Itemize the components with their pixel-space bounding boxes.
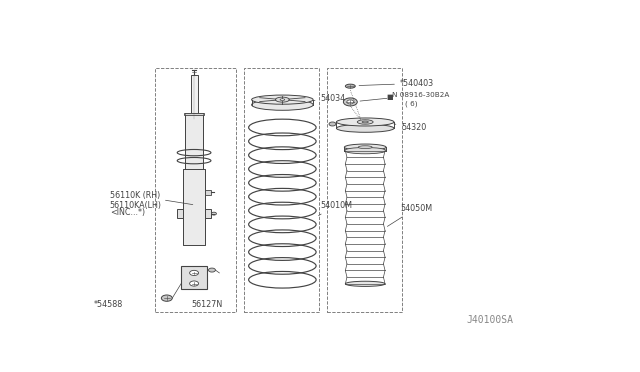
FancyBboxPatch shape — [177, 209, 183, 218]
Text: N 08916-30B2A: N 08916-30B2A — [360, 92, 450, 101]
Ellipse shape — [346, 281, 385, 286]
Circle shape — [211, 212, 216, 215]
Text: 54050M: 54050M — [387, 204, 432, 227]
Text: <INC...*): <INC...*) — [110, 208, 145, 217]
Text: 56110K (RH): 56110K (RH) — [110, 191, 193, 205]
Ellipse shape — [346, 84, 355, 88]
FancyBboxPatch shape — [205, 190, 211, 195]
FancyBboxPatch shape — [185, 113, 203, 169]
Circle shape — [344, 98, 357, 106]
Circle shape — [189, 270, 198, 276]
Ellipse shape — [275, 97, 289, 102]
Ellipse shape — [344, 147, 386, 154]
Circle shape — [329, 122, 336, 126]
Circle shape — [209, 268, 216, 272]
Text: *540403: *540403 — [359, 79, 434, 88]
Ellipse shape — [337, 118, 394, 126]
FancyBboxPatch shape — [184, 112, 205, 115]
Ellipse shape — [337, 124, 394, 132]
Circle shape — [347, 100, 354, 104]
Circle shape — [161, 295, 172, 301]
Text: 56127N: 56127N — [191, 300, 223, 309]
Text: ■: ■ — [386, 94, 393, 100]
Ellipse shape — [252, 99, 313, 110]
Text: 54034: 54034 — [313, 94, 346, 103]
Ellipse shape — [357, 120, 373, 124]
FancyBboxPatch shape — [181, 266, 207, 289]
Text: 56110KA(LH): 56110KA(LH) — [110, 201, 162, 209]
FancyBboxPatch shape — [183, 169, 205, 245]
Ellipse shape — [362, 121, 369, 123]
Ellipse shape — [280, 99, 285, 100]
Ellipse shape — [252, 95, 313, 104]
FancyBboxPatch shape — [205, 209, 211, 218]
Text: *54588: *54588 — [94, 300, 123, 309]
Text: ( 6): ( 6) — [405, 101, 417, 107]
Text: 54320: 54320 — [394, 123, 427, 132]
Text: J40100SA: J40100SA — [467, 315, 514, 325]
Text: 54010M: 54010M — [319, 201, 353, 215]
Circle shape — [189, 281, 198, 286]
Ellipse shape — [344, 144, 386, 150]
Ellipse shape — [358, 146, 372, 149]
FancyBboxPatch shape — [191, 75, 198, 119]
